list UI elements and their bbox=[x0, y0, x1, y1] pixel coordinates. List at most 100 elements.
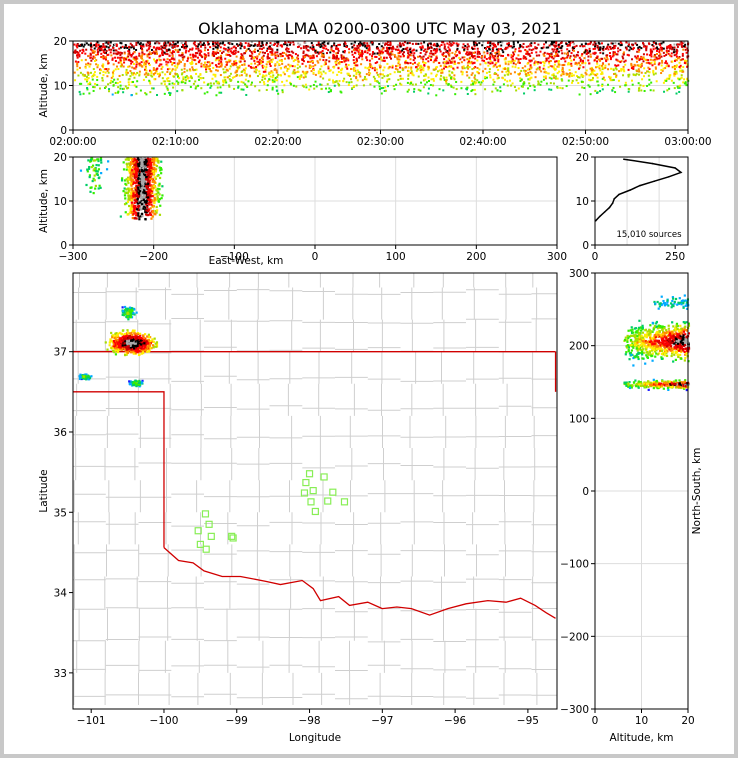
source-point bbox=[675, 53, 678, 56]
source-point bbox=[532, 48, 535, 51]
source-point bbox=[590, 69, 593, 72]
source-point bbox=[400, 83, 403, 86]
source-point bbox=[78, 53, 81, 56]
source-point bbox=[291, 72, 294, 75]
source-point bbox=[108, 48, 111, 51]
source-point bbox=[486, 45, 489, 48]
source-point bbox=[138, 215, 141, 218]
source-point bbox=[368, 68, 371, 71]
source-point bbox=[275, 71, 278, 74]
source-point bbox=[188, 80, 191, 83]
y-axis-label: Altitude, km bbox=[38, 53, 50, 117]
source-point bbox=[106, 75, 109, 78]
source-point bbox=[442, 55, 445, 58]
source-point bbox=[131, 175, 134, 178]
source-point bbox=[306, 70, 309, 73]
source-point bbox=[681, 58, 684, 61]
source-point bbox=[450, 66, 453, 69]
source-point bbox=[148, 69, 151, 72]
source-point bbox=[182, 78, 185, 81]
source-point bbox=[209, 63, 212, 66]
source-point bbox=[424, 61, 427, 64]
source-point bbox=[83, 43, 86, 46]
source-point bbox=[326, 83, 329, 86]
source-point bbox=[578, 93, 581, 96]
source-point bbox=[107, 42, 110, 45]
source-point bbox=[684, 43, 687, 46]
source-point bbox=[148, 159, 151, 162]
source-point bbox=[301, 62, 304, 65]
source-point bbox=[439, 64, 442, 67]
source-point bbox=[637, 89, 640, 92]
source-point bbox=[567, 44, 570, 47]
source-point bbox=[298, 77, 301, 80]
source-point bbox=[420, 71, 423, 74]
source-point bbox=[158, 198, 161, 201]
source-point bbox=[332, 81, 335, 84]
source-point bbox=[147, 182, 150, 185]
source-point bbox=[256, 57, 259, 60]
source-point bbox=[602, 49, 605, 52]
source-point bbox=[226, 69, 229, 72]
source-point bbox=[102, 57, 105, 60]
source-point bbox=[178, 60, 181, 63]
source-point bbox=[168, 80, 171, 83]
source-point bbox=[149, 213, 153, 216]
source-point bbox=[297, 45, 300, 48]
source-point bbox=[200, 65, 203, 68]
source-point bbox=[302, 85, 305, 88]
source-point bbox=[256, 75, 259, 78]
source-point bbox=[371, 43, 374, 46]
source-point bbox=[673, 46, 676, 49]
source-point bbox=[429, 58, 432, 61]
source-point bbox=[662, 51, 665, 54]
source-point bbox=[304, 75, 307, 78]
source-point bbox=[118, 47, 121, 50]
source-point bbox=[425, 81, 428, 84]
source-point bbox=[681, 69, 684, 72]
source-point bbox=[442, 51, 445, 54]
source-point bbox=[286, 69, 289, 72]
source-point bbox=[108, 90, 111, 93]
source-point bbox=[384, 86, 387, 89]
source-point bbox=[442, 61, 445, 64]
source-point bbox=[127, 198, 130, 201]
source-point bbox=[660, 55, 663, 58]
source-point bbox=[678, 55, 681, 58]
source-point bbox=[422, 55, 425, 58]
source-point bbox=[149, 200, 153, 203]
source-point bbox=[577, 76, 580, 79]
source-point bbox=[96, 158, 99, 161]
source-point bbox=[536, 61, 539, 64]
source-point bbox=[527, 87, 530, 90]
source-point bbox=[222, 84, 225, 87]
source-point bbox=[607, 48, 610, 51]
source-point bbox=[393, 88, 396, 91]
source-point bbox=[222, 80, 225, 83]
source-point bbox=[156, 52, 159, 55]
source-point bbox=[78, 45, 81, 48]
source-point bbox=[102, 70, 105, 73]
source-point bbox=[292, 43, 295, 46]
source-point bbox=[228, 48, 231, 51]
source-point bbox=[433, 68, 436, 71]
source-point bbox=[452, 77, 455, 80]
source-point bbox=[167, 61, 170, 64]
source-point bbox=[197, 47, 200, 50]
source-point bbox=[156, 67, 159, 70]
source-point bbox=[300, 47, 303, 50]
source-point bbox=[174, 48, 177, 51]
source-point bbox=[476, 47, 479, 50]
source-point bbox=[344, 42, 347, 45]
source-point bbox=[117, 349, 120, 352]
source-point bbox=[637, 46, 640, 49]
source-point bbox=[487, 41, 490, 44]
source-point bbox=[119, 80, 122, 83]
source-point bbox=[357, 51, 360, 54]
source-point bbox=[192, 42, 195, 45]
source-point bbox=[89, 63, 92, 66]
source-point bbox=[619, 48, 622, 51]
source-point bbox=[617, 60, 620, 63]
source-point bbox=[146, 55, 149, 58]
source-point bbox=[165, 48, 168, 51]
